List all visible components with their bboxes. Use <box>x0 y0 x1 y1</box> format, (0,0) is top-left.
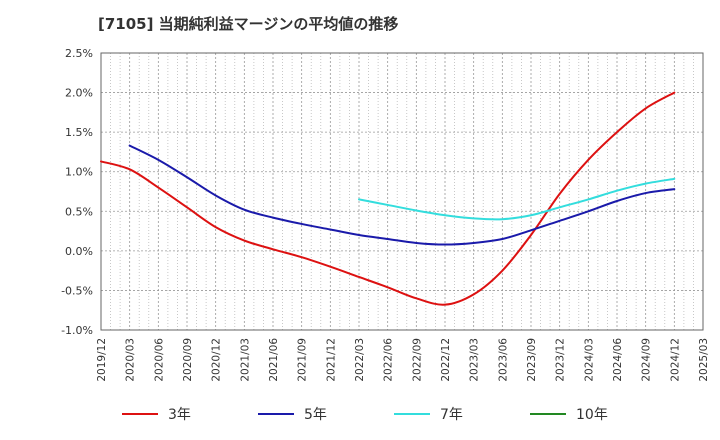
series-line-2 <box>358 177 676 221</box>
y-tick-label: 2.5% <box>65 47 93 60</box>
y-tick-label: -0.5% <box>61 284 93 297</box>
plot-area <box>101 53 703 330</box>
legend-label-1: 5年 <box>304 407 327 423</box>
x-tick-label: 2021/03 <box>239 338 251 382</box>
x-tick-label: 2023/09 <box>526 338 538 382</box>
y-tick-label: 0.0% <box>65 245 93 258</box>
y-tick-label: 1.0% <box>65 166 93 179</box>
x-tick-label: 2022/03 <box>354 338 366 382</box>
y-tick-label: 2.0% <box>65 87 93 100</box>
x-tick-label: 2019/12 <box>96 338 108 382</box>
y-tick-label: -1.0% <box>61 324 93 337</box>
series-line-1 <box>128 144 676 246</box>
x-tick-label: 2023/06 <box>497 338 509 382</box>
legend-label-0: 3年 <box>168 407 191 423</box>
series-line-0 <box>100 91 676 306</box>
x-tick-label: 2024/06 <box>612 338 624 382</box>
x-tick-label: 2023/12 <box>555 338 567 382</box>
legend-label-2: 7年 <box>440 407 463 423</box>
plot-border <box>100 52 704 331</box>
x-tick-label: 2025/03 <box>698 338 710 382</box>
x-tick-label: 2020/06 <box>153 338 165 382</box>
x-tick-label: 2024/12 <box>669 338 681 382</box>
x-tick-label: 2020/03 <box>125 338 137 382</box>
x-tick-label: 2022/12 <box>440 338 452 382</box>
grid <box>100 52 704 331</box>
x-tick-label: 2022/09 <box>411 338 423 382</box>
x-tick-label: 2024/09 <box>641 338 653 382</box>
series-lines <box>100 91 676 306</box>
legend-label-3: 10年 <box>576 407 608 423</box>
y-tick-label: 1.5% <box>65 126 93 139</box>
chart-title: [7105] 当期純利益マージンの平均値の推移 <box>98 15 399 33</box>
x-tick-label: 2021/09 <box>297 338 309 382</box>
x-tick-label: 2020/12 <box>211 338 223 382</box>
x-tick-label: 2020/09 <box>182 338 194 382</box>
axes: -1.0% -0.5% 0.0% 0.5% 1.0% 1.5% 2.0% 2.5% 2019/1… <box>61 47 710 382</box>
x-tick-label: 2021/06 <box>268 338 280 382</box>
y-tick-label: 0.5% <box>65 205 93 218</box>
x-tick-label: 2022/06 <box>383 338 395 382</box>
legend: 3年 5年 7年 10年 <box>122 407 608 423</box>
x-tick-label: 2023/03 <box>469 338 481 382</box>
x-tick-label: 2021/12 <box>325 338 337 382</box>
x-tick-label: 2024/03 <box>583 338 595 382</box>
